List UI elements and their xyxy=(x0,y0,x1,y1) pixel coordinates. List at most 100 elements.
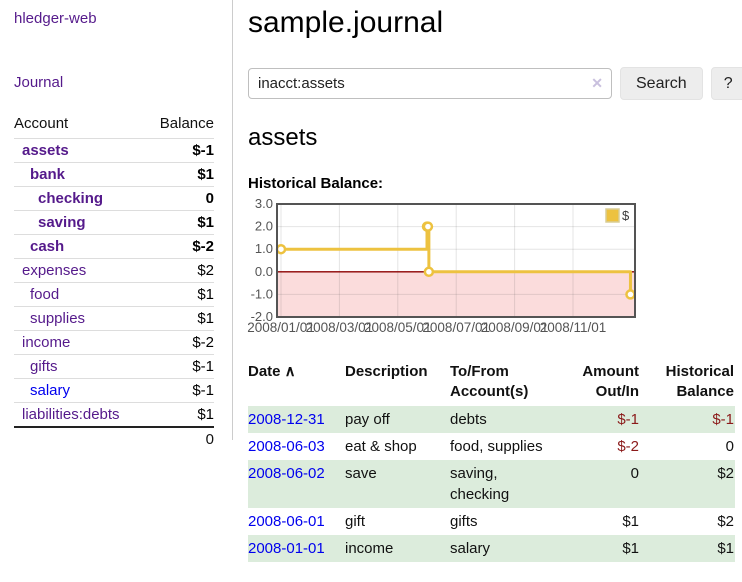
register-column-header: Amount Out/In xyxy=(582,363,639,400)
svg-text:2008/03/01: 2008/03/01 xyxy=(306,320,374,335)
chart-section-label: Historical Balance: xyxy=(248,175,384,192)
sort-ascending-icon[interactable]: ∧ xyxy=(280,363,296,380)
transaction-row: 2008-12-31 pay off debts $-1 $-1 xyxy=(248,406,735,433)
account-link[interactable]: cash xyxy=(30,238,65,255)
account-row: checking 0 xyxy=(14,186,214,211)
register-table: Date ∧ Description To/From Account(s) Amoun… xyxy=(248,360,735,562)
sidebar-item-journal[interactable]: Journal xyxy=(14,74,64,91)
account-row: food $1 xyxy=(14,282,214,307)
sidebar: hledger-web Journal Account Balance asse… xyxy=(0,0,233,451)
account-row: cash $-2 xyxy=(14,234,214,259)
accounts-col-balance: Balance xyxy=(159,115,214,132)
account-row: liabilities:debts $1 xyxy=(14,402,214,427)
account-link[interactable]: bank xyxy=(30,166,66,183)
transaction-balance: $-1 xyxy=(712,411,734,428)
transaction-accounts: food, supplies xyxy=(450,438,543,455)
svg-text:2008/05/01: 2008/05/01 xyxy=(364,320,432,335)
app-title-link[interactable]: hledger-web xyxy=(14,10,97,27)
page: hledger-web Journal Account Balance asse… xyxy=(0,0,742,562)
account-link[interactable]: assets xyxy=(22,142,69,159)
account-balance: $-1 xyxy=(146,378,214,403)
svg-text:2.0: 2.0 xyxy=(255,219,273,234)
accounts-total-value: 0 xyxy=(146,426,214,451)
transaction-accounts: salary xyxy=(450,540,491,557)
date-link[interactable]: 2008-06-01 xyxy=(248,513,325,530)
account-balance: $-2 xyxy=(146,234,214,259)
transaction-description: pay off xyxy=(345,411,390,428)
svg-text:-2.0: -2.0 xyxy=(251,309,273,324)
main-content: sample.journal ✕ Search ? assets Histori… xyxy=(233,0,742,562)
account-balance: $-1 xyxy=(146,354,214,379)
account-row: income $-2 xyxy=(14,330,214,355)
transaction-description: save xyxy=(345,465,377,482)
svg-text:2008/11/01: 2008/11/01 xyxy=(540,320,607,335)
date-link[interactable]: 2008-01-01 xyxy=(248,540,325,557)
search-button[interactable]: Search xyxy=(620,67,703,100)
transaction-balance: 0 xyxy=(725,438,734,455)
transaction-row: 2008-06-01 gift gifts $1 $2 xyxy=(248,508,735,535)
accounts-col-account: Account xyxy=(14,115,69,132)
historical-balance-chart[interactable]: $3.0 2.0 1.0 0.0 -1.0 -2.0 2008/01/01 2008/03/0… xyxy=(247,196,648,342)
svg-text:2008/09/01: 2008/09/01 xyxy=(481,320,549,335)
svg-text:3.0: 3.0 xyxy=(255,196,273,211)
transaction-balance: $1 xyxy=(717,540,734,557)
help-button[interactable]: ? xyxy=(710,67,742,100)
date-link[interactable]: 2008-06-03 xyxy=(248,438,325,455)
register-column-header: Historical Balance xyxy=(665,363,734,400)
account-link[interactable]: food xyxy=(30,286,60,303)
account-row: saving $1 xyxy=(14,210,214,235)
account-balance: $1 xyxy=(146,402,214,427)
account-row: bank $1 xyxy=(14,162,214,187)
account-row: assets $-1 xyxy=(14,138,214,163)
account-balance: 0 xyxy=(146,186,214,211)
account-row: gifts $-1 xyxy=(14,354,214,379)
account-balance: $1 xyxy=(146,306,214,331)
transaction-description: eat & shop xyxy=(345,438,417,455)
date-link[interactable]: 2008-06-02 xyxy=(248,465,325,482)
svg-text:0.0: 0.0 xyxy=(255,264,273,279)
transaction-amount: $-1 xyxy=(617,411,639,428)
svg-text:$: $ xyxy=(622,208,630,223)
register-column-header[interactable]: Date ∧ xyxy=(248,363,296,380)
account-link[interactable]: saving xyxy=(38,214,86,231)
account-link[interactable]: salary xyxy=(30,382,71,399)
register-column-header: To/From Account(s) xyxy=(450,363,529,400)
transaction-amount: $1 xyxy=(622,513,639,530)
clear-search-icon[interactable]: ✕ xyxy=(591,75,603,91)
svg-text:-1.0: -1.0 xyxy=(251,286,273,301)
transaction-row: 2008-01-01 income salary $1 $1 xyxy=(248,535,735,562)
account-link[interactable]: income xyxy=(22,334,71,351)
transaction-amount: 0 xyxy=(630,465,639,482)
account-balance: $1 xyxy=(146,282,214,307)
transaction-amount: $-2 xyxy=(617,438,639,455)
search-input[interactable] xyxy=(248,68,612,99)
transaction-row: 2008-06-02 save saving, checking 0 $2 xyxy=(248,460,735,508)
svg-text:1.0: 1.0 xyxy=(255,241,273,256)
account-balance: $-1 xyxy=(146,138,214,163)
transaction-description: income xyxy=(345,540,394,557)
transaction-amount: $1 xyxy=(622,540,639,557)
accounts-total-row: 0 xyxy=(14,426,214,451)
account-link[interactable]: expenses xyxy=(22,262,87,279)
svg-text:2008/07/01: 2008/07/01 xyxy=(422,320,490,335)
account-balance: $1 xyxy=(146,162,214,187)
account-row: expenses $2 xyxy=(14,258,214,283)
account-row: supplies $1 xyxy=(14,306,214,331)
account-balance: $1 xyxy=(146,210,214,235)
account-link[interactable]: liabilities:debts xyxy=(22,406,120,423)
transaction-row: 2008-06-03 eat & shop food, supplies $-2 0 xyxy=(248,433,735,460)
register-column-header: Description xyxy=(345,363,428,380)
account-link[interactable]: checking xyxy=(38,190,104,207)
transaction-accounts: saving, checking xyxy=(450,465,510,503)
transaction-description: gift xyxy=(345,513,366,530)
transaction-accounts: debts xyxy=(450,411,487,428)
account-balance: $-2 xyxy=(146,330,214,355)
accounts-table: Account Balance assets $-1 bank $1 checking 0… xyxy=(14,112,214,451)
transaction-balance: $2 xyxy=(717,513,734,530)
account-link[interactable]: supplies xyxy=(30,310,86,327)
svg-text:2008/01/01: 2008/01/01 xyxy=(247,320,315,335)
transaction-balance: $2 xyxy=(717,465,734,482)
date-link[interactable]: 2008-12-31 xyxy=(248,411,325,428)
account-row: salary $-1 xyxy=(14,378,214,403)
account-link[interactable]: gifts xyxy=(30,358,58,375)
